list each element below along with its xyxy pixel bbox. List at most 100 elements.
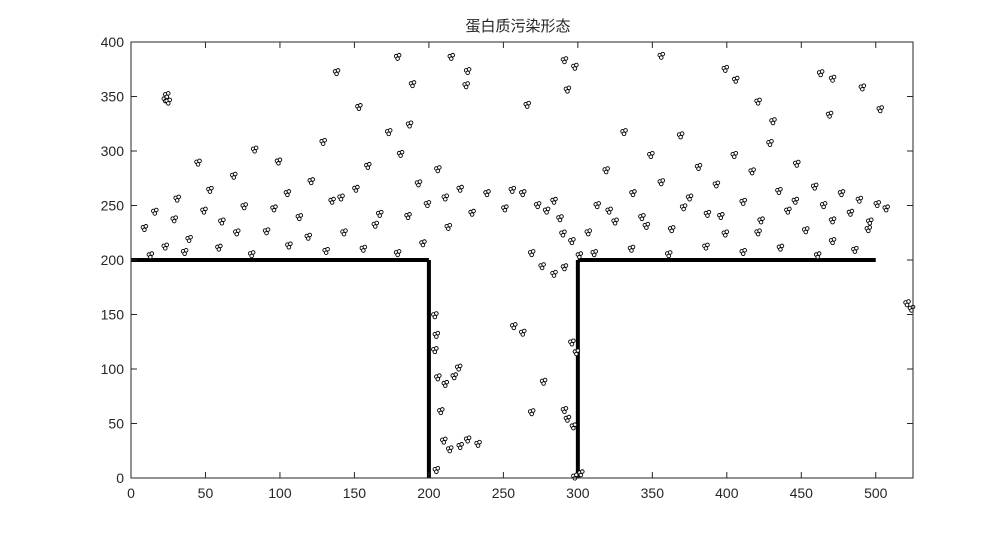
x-tick-label: 250 [492, 485, 516, 501]
y-tick-label: 400 [101, 34, 125, 50]
x-tick-label: 450 [790, 485, 814, 501]
point-marker [621, 131, 627, 137]
point-marker [396, 249, 402, 254]
data-point [332, 68, 341, 77]
data-point [437, 407, 445, 416]
point-marker [571, 237, 576, 242]
data-point [575, 251, 584, 260]
data-point [837, 189, 846, 198]
point-marker [377, 213, 383, 218]
data-point [440, 436, 448, 445]
y-tick-label: 50 [108, 416, 124, 432]
data-point [247, 250, 256, 259]
point-marker [827, 114, 832, 119]
point-marker [787, 206, 792, 212]
point-marker [553, 269, 558, 275]
point-marker [253, 145, 259, 151]
data-point [240, 202, 248, 211]
point-marker [682, 203, 688, 208]
data-point [550, 269, 558, 278]
point-marker [264, 230, 269, 236]
point-marker [660, 51, 666, 57]
data-point [712, 180, 721, 189]
data-point [447, 52, 456, 61]
point-marker [249, 253, 254, 259]
point-marker [857, 199, 862, 204]
point-marker [875, 203, 880, 209]
point-marker [465, 439, 470, 444]
point-marker [645, 221, 651, 227]
point-marker [723, 68, 728, 73]
data-point [352, 184, 360, 193]
point-marker [569, 342, 575, 347]
point-marker [218, 243, 223, 249]
data-point [611, 217, 619, 226]
data-point [233, 228, 241, 237]
point-marker [522, 189, 527, 194]
data-point [527, 249, 536, 258]
point-marker [265, 227, 271, 232]
point-marker [329, 200, 335, 205]
point-marker [551, 273, 557, 278]
data-point [784, 206, 792, 215]
point-marker [288, 241, 293, 246]
point-marker [331, 196, 336, 202]
data-point [185, 234, 193, 243]
point-marker [437, 373, 442, 378]
data-point [563, 85, 572, 94]
data-point [322, 246, 330, 255]
point-marker [475, 443, 481, 448]
data-point [295, 213, 304, 222]
point-marker [443, 436, 448, 442]
point-marker [457, 445, 463, 451]
point-marker [395, 252, 400, 258]
data-point [337, 193, 345, 202]
point-marker [152, 211, 158, 216]
point-marker [373, 224, 378, 229]
point-marker [203, 206, 208, 212]
point-marker [440, 407, 445, 412]
point-marker [219, 221, 225, 226]
point-marker [805, 226, 810, 231]
point-marker [207, 189, 213, 194]
point-marker [772, 117, 777, 122]
point-marker [298, 213, 304, 218]
point-marker [340, 193, 345, 199]
data-point [456, 184, 464, 193]
data-point [307, 177, 315, 186]
point-marker [849, 208, 855, 214]
data-point [550, 196, 558, 205]
data-point [757, 216, 765, 225]
data-point [571, 62, 579, 71]
point-marker [718, 215, 724, 221]
data-point [393, 52, 402, 61]
point-marker [338, 197, 344, 202]
point-marker [422, 239, 427, 244]
x-tick-label: 350 [641, 485, 665, 501]
point-marker [840, 189, 846, 194]
point-marker [751, 167, 756, 172]
point-marker [459, 442, 464, 447]
point-marker [659, 55, 664, 60]
point-marker [577, 254, 582, 260]
point-marker [667, 250, 673, 255]
point-marker [614, 217, 619, 223]
point-marker [767, 142, 773, 148]
point-marker [641, 213, 646, 218]
data-point [444, 222, 453, 231]
data-point [355, 103, 363, 112]
point-marker [854, 245, 859, 251]
point-marker [580, 469, 585, 474]
data-point [769, 117, 777, 126]
point-marker [703, 246, 709, 251]
point-marker [594, 204, 600, 210]
point-marker [325, 246, 330, 252]
data-point [864, 225, 873, 234]
point-marker [163, 246, 168, 251]
data-point [766, 139, 774, 148]
point-marker [866, 228, 871, 234]
point-marker [629, 248, 634, 253]
point-marker [434, 334, 439, 339]
point-marker [243, 202, 248, 207]
point-marker [650, 151, 655, 156]
